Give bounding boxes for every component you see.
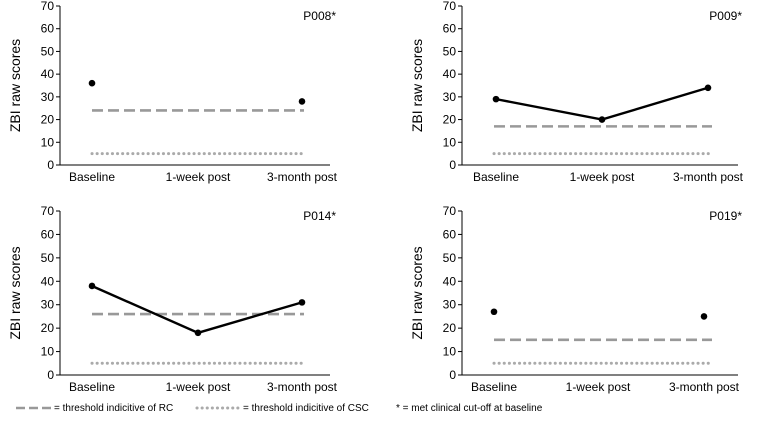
y-tick-label: 10: [41, 345, 55, 359]
y-tick-label: 0: [47, 158, 54, 172]
panel-title: P014*: [303, 209, 336, 223]
chart-panel: 0 10 20 30 40 50 60 70 Baseline 1-week post 3-mont…: [7, 204, 338, 394]
y-axis-label: ZBI raw scores: [7, 39, 23, 132]
y-tick-label: 70: [41, 0, 55, 13]
data-point: [194, 329, 202, 337]
x-tick-label: 1-week post: [166, 170, 231, 184]
x-tick-label: 3-month post: [669, 380, 740, 394]
data-point: [298, 98, 306, 105]
y-tick-label: 70: [41, 204, 55, 218]
y-axis-label: ZBI raw scores: [7, 246, 23, 339]
y-axis-label: ZBI raw scores: [409, 39, 425, 132]
y-tick-label: 30: [41, 90, 55, 104]
data-point: [88, 79, 96, 87]
legend-star-label: * = met clinical cut-off at baseline: [396, 403, 543, 414]
panel-title: P009*: [709, 9, 742, 23]
chart-panel: 0 10 20 30 40 50 60 70 Baseline 1-week post 3-mont…: [409, 204, 742, 394]
x-tick-label: Baseline: [471, 380, 517, 394]
y-tick-label: 0: [449, 158, 456, 172]
x-tick-label: Baseline: [69, 380, 115, 394]
legend-rc-label: = threshold indicitive of RC: [54, 403, 173, 414]
y-tick-label: 10: [41, 135, 55, 149]
y-tick-label: 20: [443, 321, 457, 335]
y-tick-label: 40: [443, 274, 457, 288]
series-line: [495, 86, 709, 121]
y-tick-label: 50: [443, 44, 457, 58]
data-point: [88, 282, 96, 290]
chart-panels: 0 10 20 30 40 50 60 70 Baseline 1-week post 3-mont…: [7, 0, 744, 394]
data-point: [298, 299, 306, 306]
y-tick-label: 0: [449, 368, 456, 382]
y-tick-label: 40: [443, 67, 457, 81]
y-tick-label: 50: [443, 251, 457, 265]
panel-title: P019*: [709, 209, 742, 223]
x-tick-label: 1-week post: [166, 380, 231, 394]
y-tick-label: 60: [41, 22, 55, 36]
y-tick-label: 10: [443, 135, 457, 149]
panel-title: P008*: [303, 9, 336, 23]
y-tick-label: 60: [443, 22, 457, 36]
y-tick-label: 30: [41, 298, 55, 312]
y-tick-label: 20: [41, 113, 55, 127]
y-tick-label: 60: [443, 227, 457, 241]
x-tick-label: 3-month post: [267, 380, 338, 394]
data-point: [492, 95, 500, 103]
data-point: [700, 313, 708, 320]
y-tick-label: 30: [443, 298, 457, 312]
y-tick-label: 40: [41, 274, 55, 288]
chart-panel: 0 10 20 30 40 50 60 70 Baseline 1-week post 3-mont…: [409, 0, 744, 184]
y-axis-label: ZBI raw scores: [409, 246, 425, 339]
x-tick-label: 1-week post: [566, 380, 631, 394]
x-tick-label: Baseline: [473, 170, 519, 184]
legend-csc-label: = threshold indicitive of CSC: [243, 403, 369, 414]
y-tick-label: 20: [41, 321, 55, 335]
y-tick-label: 50: [41, 44, 55, 58]
y-tick-label: 70: [443, 0, 457, 13]
y-tick-label: 20: [443, 113, 457, 127]
series-line: [91, 284, 303, 335]
data-point: [490, 308, 498, 316]
y-tick-label: 30: [443, 90, 457, 104]
y-tick-label: 40: [41, 67, 55, 81]
x-tick-label: 3-month post: [673, 170, 744, 184]
legend: = threshold indicitive of RC = threshold…: [16, 403, 543, 414]
chart-panel: 0 10 20 30 40 50 60 70 Baseline 1-week post 3-mont…: [7, 0, 338, 184]
x-tick-label: Baseline: [69, 170, 115, 184]
y-tick-label: 0: [47, 368, 54, 382]
data-point: [704, 84, 712, 92]
data-point: [598, 116, 606, 123]
y-tick-label: 60: [41, 227, 55, 241]
y-tick-label: 50: [41, 251, 55, 265]
x-tick-label: 3-month post: [267, 170, 338, 184]
x-tick-label: 1-week post: [570, 170, 635, 184]
y-tick-label: 70: [443, 204, 457, 218]
y-tick-label: 10: [443, 345, 457, 359]
